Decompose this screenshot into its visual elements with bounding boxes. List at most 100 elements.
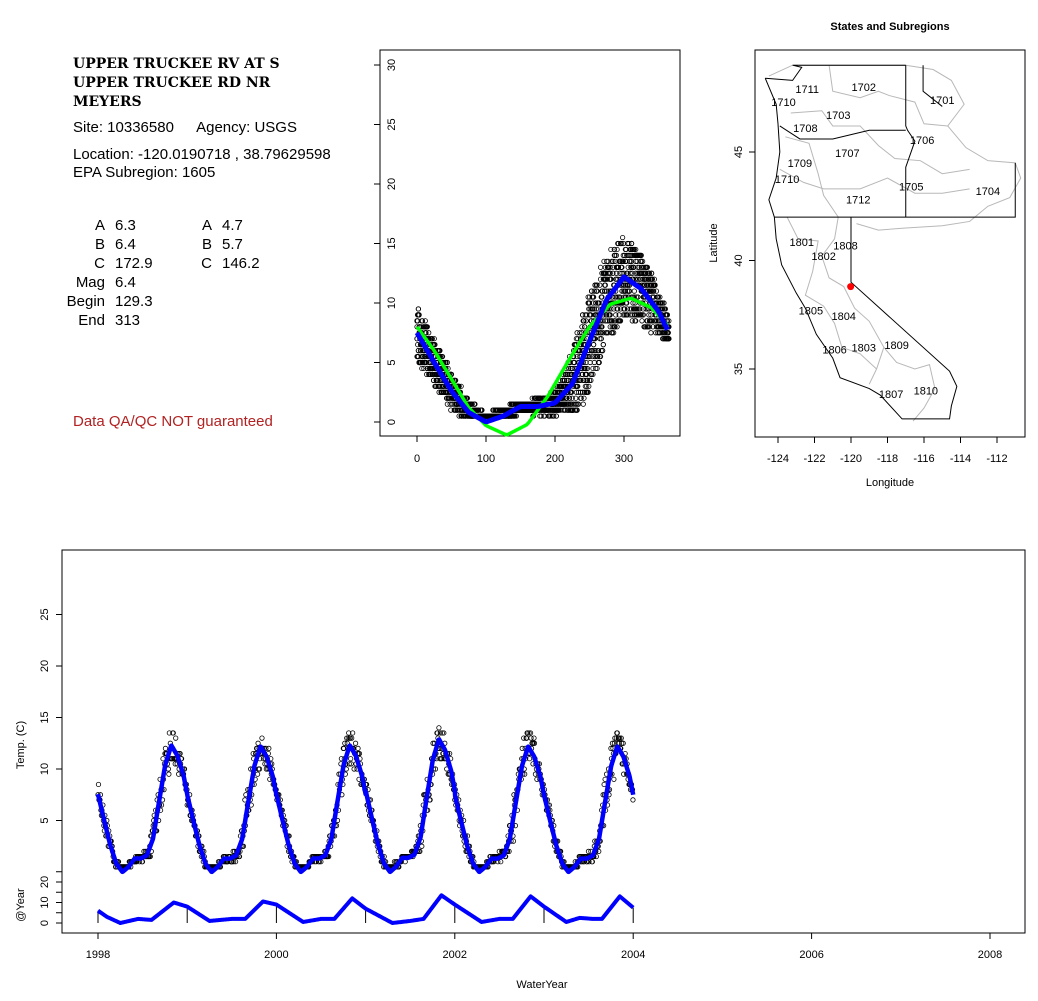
data-point — [575, 401, 582, 407]
data-point — [625, 264, 631, 270]
data-point — [601, 258, 607, 264]
data-point — [590, 365, 596, 372]
lower-fit-line — [96, 893, 635, 925]
data-point — [415, 347, 421, 354]
subregion-label: 1806 — [822, 344, 846, 356]
y-tick-label: 10 — [386, 297, 398, 309]
data-point — [628, 264, 634, 270]
data-point — [531, 735, 537, 741]
data-point — [665, 330, 671, 336]
state-boundary — [779, 125, 906, 140]
subregion-label: 1702 — [852, 82, 876, 94]
data-point — [526, 756, 533, 762]
data-point — [612, 324, 618, 330]
data-point — [620, 258, 626, 264]
data-point — [574, 407, 580, 413]
data-point — [603, 312, 609, 318]
x-tick-label: -124 — [767, 453, 789, 465]
data-point — [589, 859, 595, 865]
subregion-label: 1712 — [846, 195, 870, 207]
data-point — [653, 318, 659, 324]
data-point — [624, 270, 630, 276]
data-point — [439, 389, 445, 395]
data-point — [437, 730, 443, 736]
data-point — [634, 306, 640, 312]
x-axis-label: Longitude — [866, 477, 914, 489]
data-point — [648, 288, 655, 294]
data-point — [628, 252, 634, 258]
data-point — [580, 401, 586, 407]
x-axis-label: WaterYear — [516, 979, 567, 991]
data-point — [557, 383, 564, 389]
data-point — [622, 258, 628, 264]
subregion-label: 1805 — [799, 305, 823, 317]
data-point — [620, 234, 626, 241]
subregion-label: 1707 — [835, 148, 859, 160]
subregion-label: 1810 — [914, 386, 938, 398]
data-point — [418, 347, 424, 354]
data-point — [640, 312, 646, 318]
data-point — [349, 735, 355, 741]
data-point — [444, 389, 450, 395]
data-point — [617, 270, 623, 276]
data-point — [631, 312, 637, 318]
data-point — [430, 740, 436, 746]
data-point — [419, 318, 425, 324]
coefficient-label: C — [201, 255, 212, 272]
data-point — [593, 288, 600, 294]
data-point — [586, 312, 593, 318]
x-tick-label: 0 — [414, 453, 420, 465]
data-point — [584, 389, 590, 395]
coefficient-value: 129.3 — [115, 293, 153, 310]
data-point — [586, 377, 593, 383]
data-point — [437, 347, 443, 354]
data-point — [597, 353, 604, 360]
data-point — [475, 407, 482, 413]
data-point — [538, 413, 544, 419]
data-point — [613, 252, 620, 258]
data-point — [586, 383, 592, 389]
data-point — [602, 276, 608, 282]
data-point — [254, 771, 261, 777]
subregion-boundary — [785, 136, 885, 385]
y-tick-label: 10 — [39, 763, 51, 775]
data-point — [614, 306, 620, 312]
data-point — [637, 252, 643, 258]
data-point — [605, 330, 611, 336]
subregion-label: 1706 — [910, 135, 934, 147]
data-point — [166, 730, 172, 736]
data-point — [459, 413, 465, 419]
data-point — [637, 276, 643, 282]
data-point — [583, 318, 589, 324]
data-point — [595, 300, 601, 306]
data-point — [645, 270, 651, 276]
subregion-label: 1704 — [976, 186, 1000, 198]
data-point — [662, 336, 668, 342]
data-point — [649, 276, 655, 282]
coefficient-label: C — [94, 255, 105, 272]
data-point — [255, 740, 261, 746]
y-tick-label: 5 — [386, 359, 398, 365]
data-point — [644, 318, 651, 324]
data-point — [575, 389, 582, 395]
data-point — [464, 395, 470, 401]
data-point — [651, 276, 657, 282]
data-point — [350, 730, 356, 736]
x-tick-label: 300 — [615, 453, 633, 465]
subregion-boundary — [828, 65, 948, 127]
data-point — [634, 252, 640, 258]
site-title-line-2: UPPER TRUCKEE RD NR — [73, 75, 271, 91]
y-tick-label: 25 — [386, 118, 398, 130]
coefficient-label: End — [78, 312, 105, 329]
coefficient-row: B 5.7 — [190, 235, 260, 254]
data-point — [535, 395, 541, 401]
state-boundary — [774, 162, 1016, 218]
state-boundary — [905, 65, 916, 218]
data-point — [608, 745, 614, 752]
data-point — [423, 359, 429, 366]
subregion-label: 1701 — [930, 95, 954, 107]
data-point — [607, 324, 613, 330]
data-point — [629, 246, 635, 253]
time-series-panel: 1998 2000 2002 2004 2006 2008 WaterYear 5 10 15 20… — [15, 549, 1026, 991]
